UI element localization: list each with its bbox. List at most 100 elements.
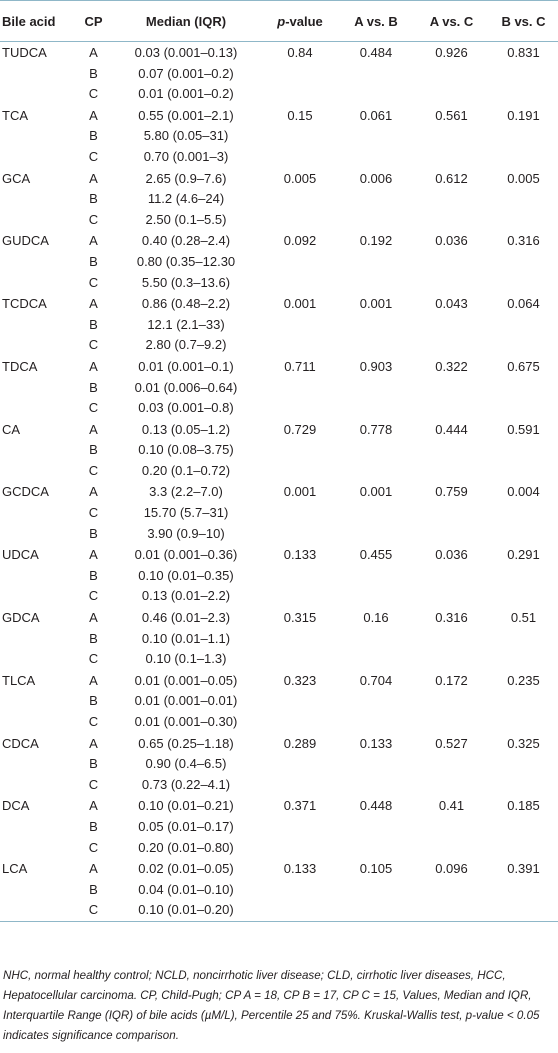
cell-p-value: 0.15 xyxy=(287,107,313,123)
cell-a-vs-c xyxy=(414,712,489,733)
cell-a-vs-b xyxy=(338,880,414,901)
cell-a-vs-b xyxy=(338,398,414,419)
table-row: GUDCA A 0.40 (0.28–2.4) 0.092 0.192 0.036 0.31… xyxy=(0,230,558,252)
cell-cp: C xyxy=(88,462,99,478)
cell-cp: C xyxy=(77,900,110,922)
cell-p-value: 0.315 xyxy=(283,610,317,626)
cell-p-value: 0.092 xyxy=(283,233,317,249)
cell-a-vs-c xyxy=(414,64,489,85)
cell-a-vs-b: 0.778 xyxy=(359,421,393,437)
header-median-iqr: Median (IQR) xyxy=(110,0,262,42)
cell-a-vs-c xyxy=(414,210,489,231)
table-row: C 0.73 (0.22–4.1) xyxy=(0,775,558,796)
cell-a-vs-b xyxy=(338,273,414,294)
cell-b-vs-c xyxy=(489,754,558,775)
cell-cp: A xyxy=(89,610,98,626)
cell-b-vs-c xyxy=(489,900,558,922)
cell-median-iqr: 0.01 (0.001–0.1) xyxy=(138,358,234,374)
table-row: LCA A 0.02 (0.01–0.05) 0.133 0.105 0.096 0.391 xyxy=(0,858,558,880)
cell-p-value xyxy=(262,84,338,105)
cell-cp: A xyxy=(89,358,98,374)
cell-a-vs-c xyxy=(414,273,489,294)
table-row: B 0.04 (0.01–0.10) xyxy=(0,880,558,901)
cell-median-iqr: 0.20 (0.01–0.80) xyxy=(138,839,234,855)
table-row: C 0.20 (0.01–0.80) xyxy=(0,838,558,859)
cell-p-value xyxy=(262,566,338,587)
cell-b-vs-c xyxy=(489,84,558,105)
cell-a-vs-c xyxy=(414,691,489,712)
cell-p-value xyxy=(262,649,338,670)
cell-cp: B xyxy=(89,128,98,144)
cell-bile-acid xyxy=(0,524,77,545)
cell-a-vs-b xyxy=(338,817,414,838)
table-row: B 0.10 (0.08–3.75) xyxy=(0,440,558,461)
table-row: C 0.10 (0.1–1.3) xyxy=(0,649,558,670)
cell-cp: C xyxy=(88,86,99,102)
cell-cp: B xyxy=(89,818,98,834)
cell-b-vs-c xyxy=(489,147,558,168)
cell-a-vs-c xyxy=(414,880,489,901)
cell-median-iqr: 0.55 (0.001–2.1) xyxy=(138,107,234,123)
table-row: B 12.1 (2.1–33) xyxy=(0,315,558,336)
cell-cp: A xyxy=(89,547,98,563)
cell-a-vs-c: 0.527 xyxy=(435,735,468,751)
cell-bile-acid xyxy=(0,64,77,85)
cell-median-iqr: 12.1 (2.1–33) xyxy=(147,316,225,332)
cell-bile-acid xyxy=(0,586,77,607)
cell-median-iqr: 0.01 (0.001–0.2) xyxy=(138,86,234,102)
cell-b-vs-c xyxy=(489,691,558,712)
table-row: B 0.90 (0.4–6.5) xyxy=(0,754,558,775)
table-row: C 0.70 (0.001–3) xyxy=(0,147,558,168)
cell-b-vs-c xyxy=(489,315,558,336)
cell-cp: A xyxy=(89,45,98,60)
cell-bile-acid xyxy=(0,691,77,712)
cell-bile-acid xyxy=(0,189,77,210)
table-row: CA A 0.13 (0.05–1.2) 0.729 0.778 0.444 0.591 xyxy=(0,419,558,441)
cell-p-value xyxy=(262,461,338,482)
cell-a-vs-c xyxy=(414,440,489,461)
cell-cp: C xyxy=(88,148,99,164)
cell-b-vs-c: 0.005 xyxy=(507,170,540,186)
cell-a-vs-b xyxy=(338,566,414,587)
cell-cp: B xyxy=(89,756,98,772)
cell-a-vs-b: 0.16 xyxy=(363,610,389,626)
cell-a-vs-b xyxy=(338,775,414,796)
cell-b-vs-c: 0.235 xyxy=(507,672,540,688)
cell-median-iqr: 0.01 (0.001–0.01) xyxy=(134,693,238,709)
cell-a-vs-c xyxy=(414,817,489,838)
cell-a-vs-c xyxy=(414,503,489,524)
cell-cp: A xyxy=(89,233,98,249)
cell-b-vs-c xyxy=(489,649,558,670)
cell-p-value xyxy=(262,775,338,796)
cell-a-vs-b: 0.484 xyxy=(359,45,393,60)
cell-a-vs-b xyxy=(338,838,414,859)
cell-bile-acid xyxy=(0,649,77,670)
cell-cp: A xyxy=(89,861,98,877)
table-row: C 15.70 (5.7–31) xyxy=(0,503,558,524)
cell-b-vs-c xyxy=(489,398,558,419)
cell-median-iqr: 0.01 (0.001–0.05) xyxy=(134,672,238,688)
cell-a-vs-b xyxy=(338,712,414,733)
cell-median-iqr: 0.07 (0.001–0.2) xyxy=(138,65,234,81)
cell-bile-acid xyxy=(0,838,77,859)
header-row: Bile acid CP Median (IQR) p-value A vs. … xyxy=(0,0,558,42)
cell-median-iqr: 5.80 (0.05–31) xyxy=(143,128,229,144)
header-a-vs-c: A vs. C xyxy=(414,0,489,42)
cell-a-vs-c xyxy=(414,461,489,482)
cell-a-vs-b xyxy=(338,378,414,399)
cell-median-iqr: 0.46 (0.01–2.3) xyxy=(141,610,231,626)
cell-a-vs-b xyxy=(338,629,414,650)
cell-bile-acid xyxy=(0,900,77,922)
cell-p-value xyxy=(262,273,338,294)
bile-acid-table: Bile acid CP Median (IQR) p-value A vs. … xyxy=(0,0,558,922)
cell-b-vs-c: 0.325 xyxy=(507,735,540,751)
cell-bile-acid xyxy=(0,335,77,356)
cell-median-iqr: 0.13 (0.05–1.2) xyxy=(141,421,231,437)
cell-bile-acid: LCA xyxy=(2,861,28,877)
cell-cp: A xyxy=(89,735,98,751)
cell-p-value: 0.001 xyxy=(283,296,317,312)
cell-a-vs-c xyxy=(414,126,489,147)
cell-median-iqr: 0.86 (0.48–2.2) xyxy=(141,296,231,312)
cell-a-vs-b xyxy=(338,900,414,922)
cell-bile-acid xyxy=(0,712,77,733)
